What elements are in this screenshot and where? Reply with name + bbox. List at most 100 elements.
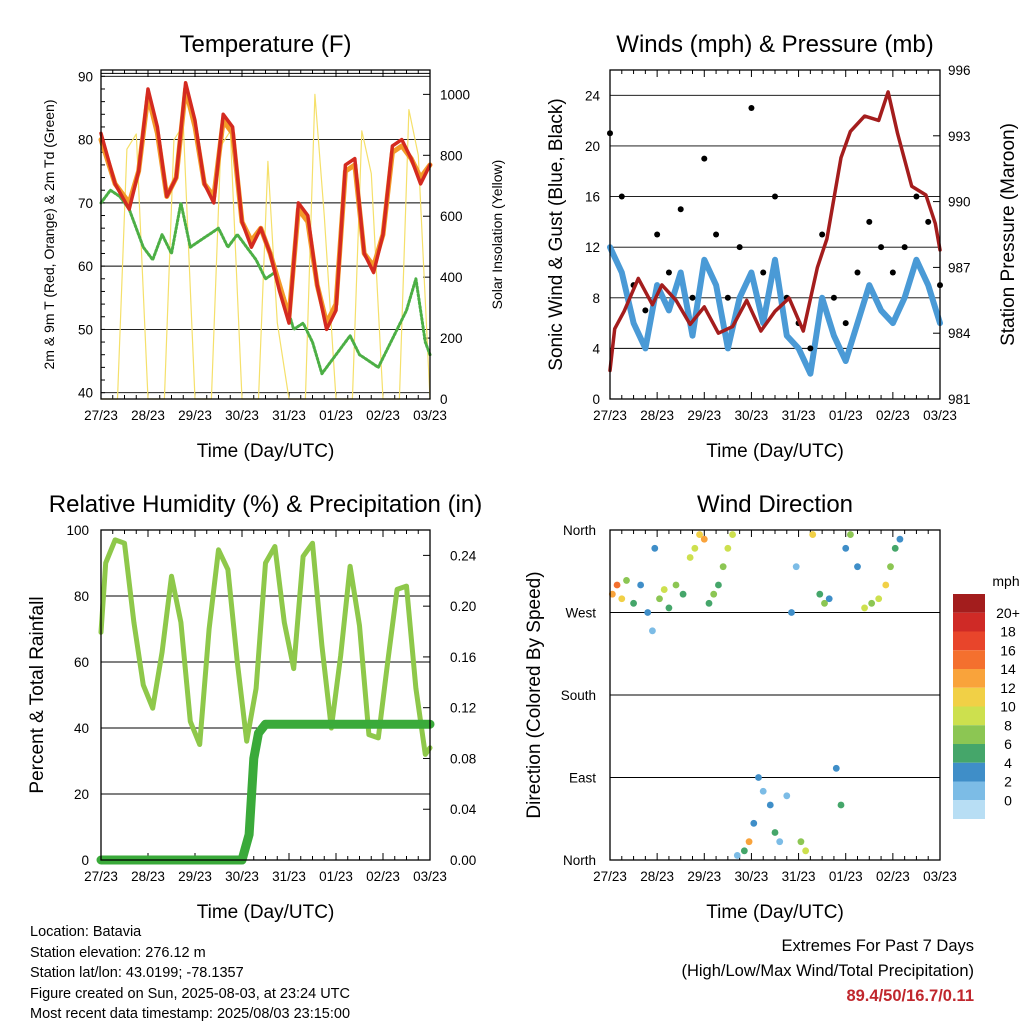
y-tick-label: East [569, 771, 596, 786]
direction-point [875, 595, 883, 603]
created-text: Figure created on Sun, 2025-08-03, at 23… [30, 985, 350, 1002]
y-tick-label: 20 [585, 139, 600, 154]
x-tick-label: 29/23 [178, 869, 212, 884]
direction-point [783, 792, 791, 800]
colorbar-swatch [953, 800, 985, 819]
y2-tick-label: 800 [440, 148, 463, 163]
y-tick-label: 8 [592, 291, 600, 306]
y-tick-label: 24 [585, 88, 601, 103]
colorbar-swatch [953, 781, 985, 801]
direction-point [740, 847, 748, 855]
y-tick-label: 16 [585, 190, 600, 205]
direction-point [854, 563, 861, 571]
chart-title: Relative Humidity (%) & Precipitation (i… [49, 491, 482, 518]
direction-point [792, 563, 800, 571]
direction-point [891, 544, 899, 552]
y2-tick-label: 400 [440, 270, 463, 285]
direction-point [816, 590, 824, 598]
colorbar-swatch [953, 725, 985, 744]
direction-point [691, 544, 699, 552]
extremes-title: Extremes For Past 7 Days [781, 937, 974, 955]
colorbar-swatch [953, 631, 985, 651]
direction-point [660, 586, 668, 593]
chart-title: Temperature (F) [179, 31, 351, 58]
y-axis-label: 2m & 9m T (Red, Orange) & 2m Td (Green) [41, 100, 57, 370]
latlon-text: Station lat/lon: 43.0199; -78.1357 [30, 965, 244, 981]
direction-point [649, 627, 656, 635]
y-tick-label: 12 [585, 240, 600, 255]
colorbar-title: mph [992, 573, 1019, 589]
gust-point [689, 294, 696, 301]
series-wind [607, 244, 943, 377]
y2-tick-label: 0.20 [450, 599, 476, 614]
y-tick-label: 0 [81, 853, 89, 868]
y2-axis-label: Station Pressure (Maroon) [998, 123, 1019, 346]
y2-tick-label: 600 [440, 209, 463, 224]
colorbar-label: 2 [1004, 774, 1012, 790]
series-rh [98, 537, 433, 757]
direction-point [802, 847, 810, 855]
direction-point [759, 787, 767, 795]
direction-point [630, 599, 637, 607]
x-tick-label: 31/23 [782, 869, 816, 884]
direction-point [651, 544, 659, 552]
direction-point [788, 609, 795, 616]
plot-frame [609, 529, 941, 861]
direction-point [755, 774, 762, 781]
direction-point [705, 599, 713, 607]
y-tick-label: West [565, 606, 596, 621]
direction-point [696, 531, 703, 538]
series-precip [96, 719, 435, 865]
x-tick-label: 02/23 [366, 408, 400, 423]
x-tick-label: 02/23 [876, 408, 910, 423]
colorbar-swatch [953, 706, 985, 726]
plot-frame [100, 529, 431, 861]
colorbar-label: 20+ [996, 605, 1020, 621]
gust-point [819, 231, 826, 238]
x-tick-label: 28/23 [131, 408, 165, 423]
y-axis-label: Sonic Wind & Gust (Blue, Black) [546, 98, 567, 370]
x-tick-label: 31/23 [782, 408, 816, 423]
direction-point [745, 838, 753, 846]
series-9m-t [98, 86, 433, 326]
x-tick-label: 31/23 [272, 869, 306, 884]
elevation-text: Station elevation: 276.12 m [30, 944, 206, 961]
station-info: Location: Batavia Station elevation: 276… [30, 922, 350, 1025]
gust-point [642, 307, 649, 314]
chart-title: Winds (mph) & Pressure (mb) [616, 31, 933, 58]
direction-point [715, 581, 722, 589]
y-tick-label: 40 [78, 386, 93, 401]
x-tick-label: 27/23 [593, 408, 627, 423]
y-tick-label: 40 [74, 721, 89, 736]
location-text: Location: Batavia [30, 924, 142, 940]
direction-point [719, 563, 727, 571]
y2-tick-label: 984 [948, 326, 971, 341]
direction-point [637, 581, 645, 589]
x-tick-label: 02/23 [366, 869, 400, 884]
y2-tick-label: 0.24 [450, 548, 477, 563]
y2-tick-label: 0 [440, 392, 448, 407]
chart-title: Wind Direction [697, 491, 853, 518]
gust-point [701, 155, 708, 162]
gust-point [772, 193, 778, 200]
x-tick-label: 31/23 [272, 408, 306, 423]
colorbar-swatch [953, 744, 985, 763]
x-tick-label: 28/23 [131, 869, 165, 884]
direction-point [686, 554, 694, 561]
colorbar-label: 12 [1000, 680, 1016, 696]
x-tick-label: 28/23 [640, 869, 674, 884]
y-tick-label: 90 [78, 69, 93, 84]
direction-point [700, 535, 708, 543]
direction-point [672, 581, 680, 589]
direction-point [797, 838, 805, 846]
series-pressure [608, 90, 942, 373]
direction-point [729, 531, 736, 538]
y-tick-label: 70 [78, 196, 93, 211]
gust-point [830, 294, 837, 301]
gust-point [724, 294, 731, 301]
y2-tick-label: 0.08 [450, 751, 476, 766]
x-tick-label: 27/23 [593, 869, 627, 884]
plot-frame [100, 69, 431, 400]
direction-point [837, 801, 845, 809]
gust-point [925, 218, 932, 225]
